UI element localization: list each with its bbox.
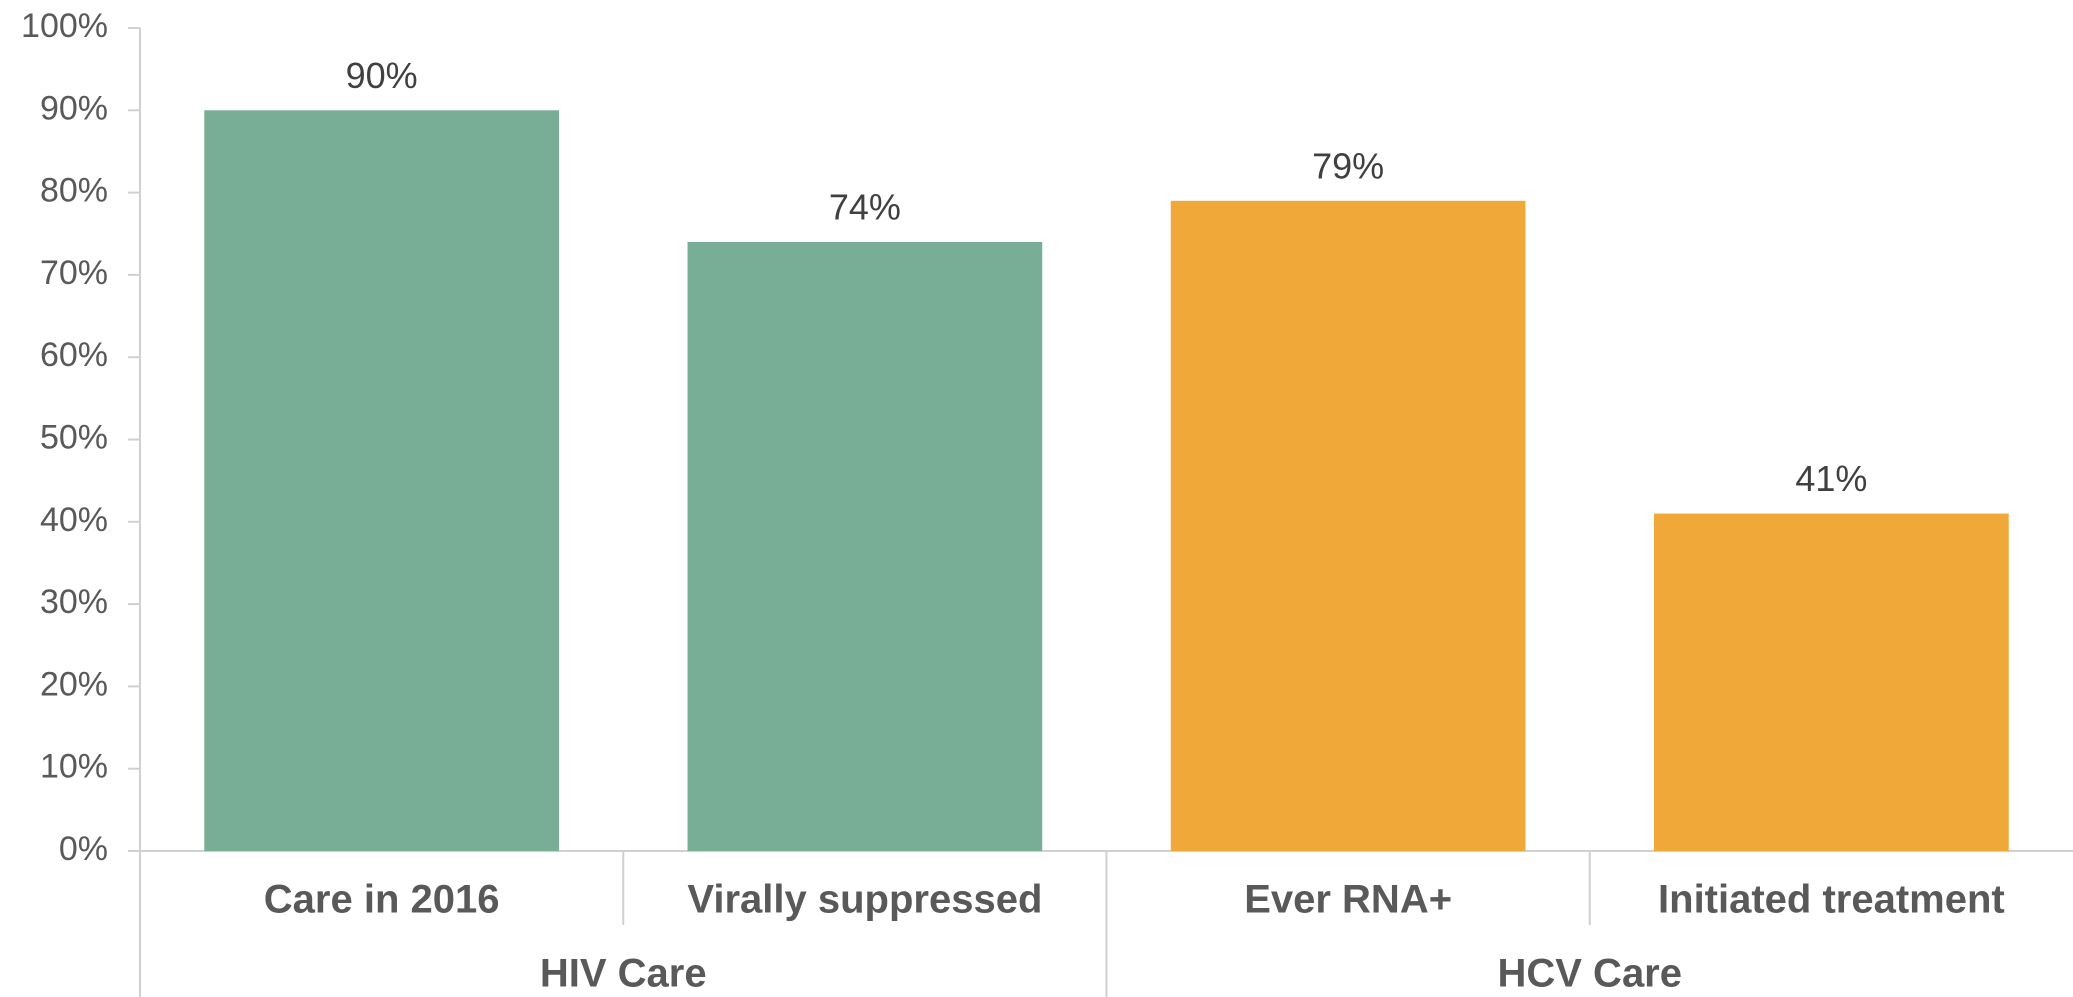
group-label: HIV Care bbox=[540, 952, 707, 996]
x-tick-label: Care in 2016 bbox=[264, 878, 500, 922]
bar bbox=[1170, 200, 1526, 851]
bar bbox=[687, 241, 1043, 852]
y-tick-label: 90% bbox=[40, 89, 108, 127]
x-tick-label: Initiated treatment bbox=[1658, 878, 2005, 922]
value-label: 90% bbox=[346, 55, 418, 96]
y-tick-label: 40% bbox=[40, 501, 108, 539]
group-label: HCV Care bbox=[1497, 952, 1682, 996]
value-label: 41% bbox=[1795, 458, 1867, 499]
y-tick-label: 10% bbox=[40, 748, 108, 786]
value-label: 79% bbox=[1312, 145, 1384, 186]
y-tick-label: 80% bbox=[40, 172, 108, 210]
y-tick-label: 30% bbox=[40, 583, 108, 621]
y-tick-label: 70% bbox=[40, 254, 108, 292]
y-tick-label: 50% bbox=[40, 418, 108, 456]
bar bbox=[1654, 513, 2009, 851]
y-tick-label: 60% bbox=[40, 336, 108, 374]
x-tick-label: Virally suppressed bbox=[687, 878, 1042, 922]
x-tick-label: Ever RNA+ bbox=[1244, 878, 1452, 922]
y-tick-label: 0% bbox=[59, 830, 108, 868]
value-label: 74% bbox=[829, 186, 901, 227]
bar bbox=[204, 110, 559, 852]
y-tick-label: 100% bbox=[21, 7, 108, 45]
y-tick-label: 20% bbox=[40, 665, 108, 703]
